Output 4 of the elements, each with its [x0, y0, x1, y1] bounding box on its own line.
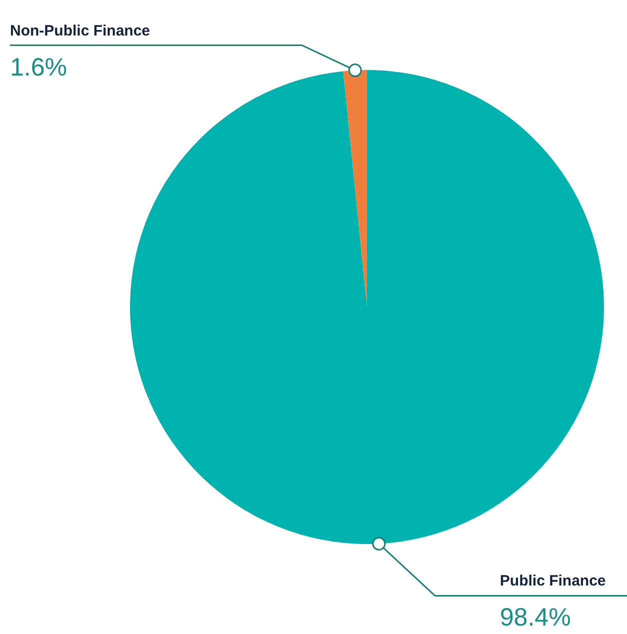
- slice-label: Public Finance: [500, 572, 606, 590]
- data-label: 98.4%: [500, 604, 571, 632]
- data-label: 1.6%: [10, 53, 67, 82]
- slice-label: Non-Public Finance: [10, 22, 150, 40]
